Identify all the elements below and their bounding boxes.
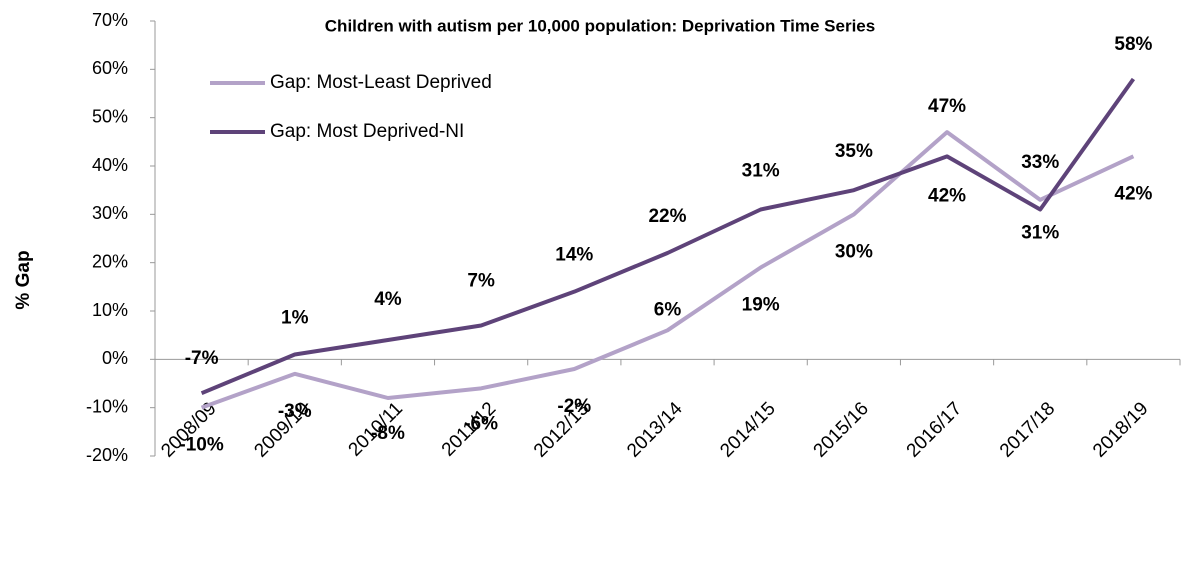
data-label: 6% bbox=[654, 299, 682, 320]
data-label: 35% bbox=[835, 141, 873, 162]
data-label: 19% bbox=[742, 295, 780, 316]
data-label: -7% bbox=[185, 348, 219, 369]
data-label: 58% bbox=[1114, 34, 1152, 55]
data-label: 14% bbox=[555, 245, 593, 266]
y-axis-title: % Gap bbox=[13, 250, 34, 309]
y-tick-label: -10% bbox=[86, 396, 128, 416]
data-label: 42% bbox=[1114, 183, 1152, 204]
series-line bbox=[200, 130, 1135, 410]
data-label: 22% bbox=[648, 206, 686, 227]
chart-title: Children with autism per 10,000 populati… bbox=[325, 16, 875, 35]
y-tick-label: 10% bbox=[92, 300, 128, 320]
data-label: -6% bbox=[464, 413, 498, 434]
x-tick-label: 2013/14 bbox=[623, 398, 687, 462]
data-label: -8% bbox=[371, 423, 405, 444]
legend-label: Gap: Most Deprived-NI bbox=[270, 121, 464, 142]
y-tick-label: 20% bbox=[92, 251, 128, 271]
y-tick-label: 50% bbox=[92, 106, 128, 126]
legend-label: Gap: Most-Least Deprived bbox=[270, 72, 492, 93]
data-label: -10% bbox=[179, 435, 223, 456]
data-label: 31% bbox=[742, 161, 780, 182]
data-label: -2% bbox=[557, 396, 591, 417]
data-label: 47% bbox=[928, 96, 966, 117]
data-label: 31% bbox=[1021, 223, 1059, 244]
y-tick-label: 60% bbox=[92, 58, 128, 78]
y-tick-label: 0% bbox=[102, 348, 128, 368]
y-tick-label: -20% bbox=[86, 445, 128, 465]
data-label: 30% bbox=[835, 241, 873, 262]
data-label: 33% bbox=[1021, 152, 1059, 173]
y-tick-label: 40% bbox=[92, 155, 128, 175]
x-tick-label: 2015/16 bbox=[810, 398, 873, 461]
data-label: 1% bbox=[281, 308, 309, 329]
x-tick-label: 2017/18 bbox=[996, 398, 1059, 461]
y-tick-label: 70% bbox=[92, 10, 128, 30]
x-tick-label: 2016/17 bbox=[903, 398, 966, 461]
y-tick-label: 30% bbox=[92, 203, 128, 223]
series-line bbox=[200, 77, 1136, 396]
data-label: 4% bbox=[374, 289, 402, 310]
data-label: -3% bbox=[278, 401, 312, 422]
x-tick-label: 2018/19 bbox=[1089, 398, 1152, 461]
data-label: 7% bbox=[467, 271, 495, 292]
data-label: 42% bbox=[928, 185, 966, 206]
x-tick-label: 2014/15 bbox=[716, 398, 779, 461]
